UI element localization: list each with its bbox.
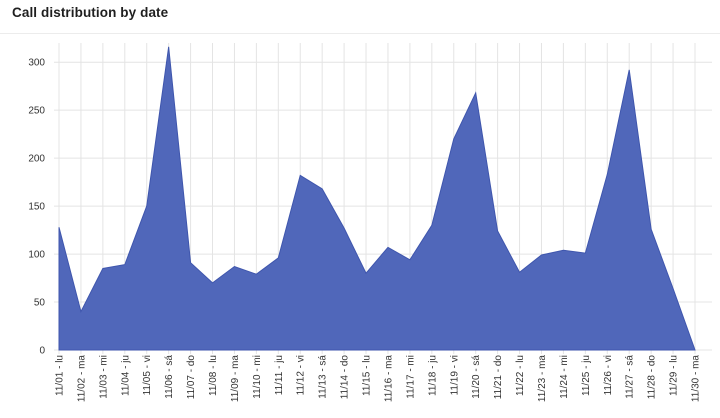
x-tick-label: 11/04 - ju [120, 355, 131, 396]
x-tick-label: 11/06 - sá [164, 355, 175, 399]
x-tick-label: 11/29 - lu [669, 355, 680, 396]
x-tick-label: 11/23 - ma [537, 355, 548, 402]
y-tick-label: 50 [34, 298, 46, 309]
x-tick-label: 11/16 - ma [383, 355, 394, 402]
area-layer [58, 46, 696, 351]
x-tick-label: 11/25 - ju [581, 355, 592, 396]
x-tick-label: 11/05 - vi [142, 355, 153, 395]
x-tick-label: 11/12 - vi [296, 355, 307, 395]
y-tick-label: 300 [28, 58, 45, 69]
x-tick-label: 11/26 - vi [603, 355, 614, 395]
y-tick-label: 0 [39, 346, 45, 357]
x-tick-label: 11/03 - mi [98, 355, 109, 399]
x-tick-label: 11/15 - lu [362, 355, 373, 396]
title-divider [0, 33, 720, 34]
x-tick-label: 11/11 - ju [274, 355, 285, 395]
chart-title: Call distribution by date [12, 5, 169, 20]
x-tick-label: 11/21 - do [493, 355, 504, 400]
x-tick-label: 11/18 - ju [427, 355, 438, 396]
x-tick-label: 11/24 - mi [559, 355, 570, 399]
y-tick-label: 100 [28, 250, 45, 261]
x-axis-ticks: 11/01 - lu 11/02 - ma 11/03 - mi 11/04 - ju… [55, 355, 702, 402]
x-tick-label: 11/20 - sá [471, 355, 482, 399]
x-tick-label: 11/14 - do [340, 355, 351, 400]
area-series [58, 46, 696, 351]
x-tick-label: 11/10 - mi [252, 355, 263, 399]
x-tick-label: 11/09 - ma [230, 355, 241, 402]
x-tick-label: 11/17 - mi [405, 355, 416, 399]
x-tick-label: 11/27 - sá [625, 355, 636, 399]
x-tick-label: 11/30 - ma [691, 355, 702, 402]
x-tick-label: 11/08 - lu [208, 355, 219, 396]
x-tick-label: 11/19 - vi [449, 355, 460, 395]
y-tick-label: 200 [28, 154, 45, 165]
y-axis-ticks: 0 50 100 150 200 250 300 [28, 58, 45, 357]
y-tick-label: 150 [28, 202, 45, 213]
x-tick-label: 11/02 - ma [76, 355, 87, 402]
x-tick-label: 11/28 - do [647, 355, 658, 400]
x-tick-label: 11/13 - sá [318, 355, 329, 399]
y-tick-label: 250 [28, 106, 45, 117]
x-tick-label: 11/07 - do [186, 355, 197, 400]
x-tick-label: 11/01 - lu [55, 355, 66, 396]
x-tick-label: 11/22 - lu [515, 355, 526, 396]
